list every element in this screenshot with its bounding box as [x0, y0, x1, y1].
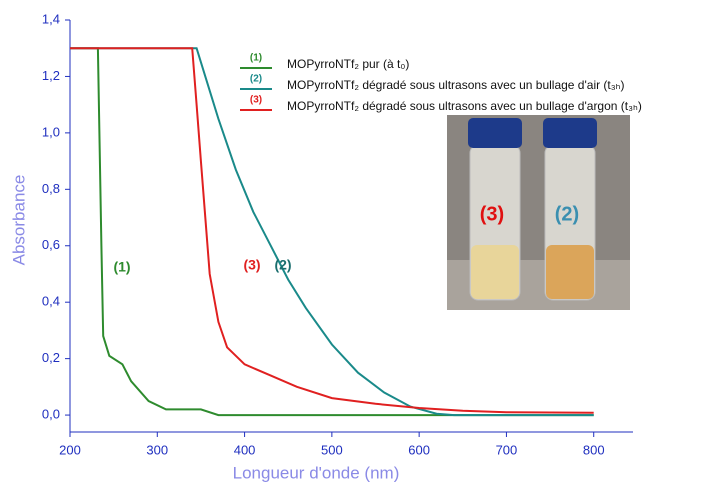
y-axis-label: Absorbance [9, 175, 28, 266]
inset-label: (3) [480, 203, 504, 225]
y-tick-label: 1,2 [42, 68, 60, 83]
legend-label: MOPyrroNTf₂ dégradé sous ultrasons avec … [287, 99, 642, 113]
series-line [70, 47, 594, 417]
y-tick-label: 1,4 [42, 11, 60, 26]
y-tick-label: 0,4 [42, 294, 60, 309]
annotation: (1) [113, 259, 130, 275]
x-tick-label: 500 [321, 442, 343, 457]
series-line [70, 47, 594, 417]
x-tick-label: 300 [146, 442, 168, 457]
annotation: (2) [274, 257, 291, 273]
x-tick-label: 700 [496, 442, 518, 457]
x-tick-label: 400 [234, 442, 256, 457]
y-tick-label: 0,6 [42, 237, 60, 252]
x-axis-label: Longueur d'onde (nm) [233, 463, 400, 482]
legend-label: MOPyrroNTf₂ dégradé sous ultrasons avec … [287, 78, 625, 92]
y-tick-label: 0,0 [42, 407, 60, 422]
y-tick-label: 0,2 [42, 350, 60, 365]
x-tick-label: 600 [408, 442, 430, 457]
photo-inset [447, 115, 630, 310]
legend-tag: (2) [250, 74, 262, 85]
annotation: (3) [243, 257, 260, 273]
legend-tag: (1) [250, 53, 262, 64]
series-line [70, 47, 594, 414]
x-tick-label: 800 [583, 442, 605, 457]
legend-tag: (3) [250, 95, 262, 106]
x-tick-label: 200 [59, 442, 81, 457]
inset-label: (2) [555, 203, 579, 225]
legend-label: MOPyrroNTf₂ pur (à t₀) [287, 57, 409, 71]
y-tick-label: 1,0 [42, 124, 60, 139]
y-tick-label: 0,8 [42, 181, 60, 196]
